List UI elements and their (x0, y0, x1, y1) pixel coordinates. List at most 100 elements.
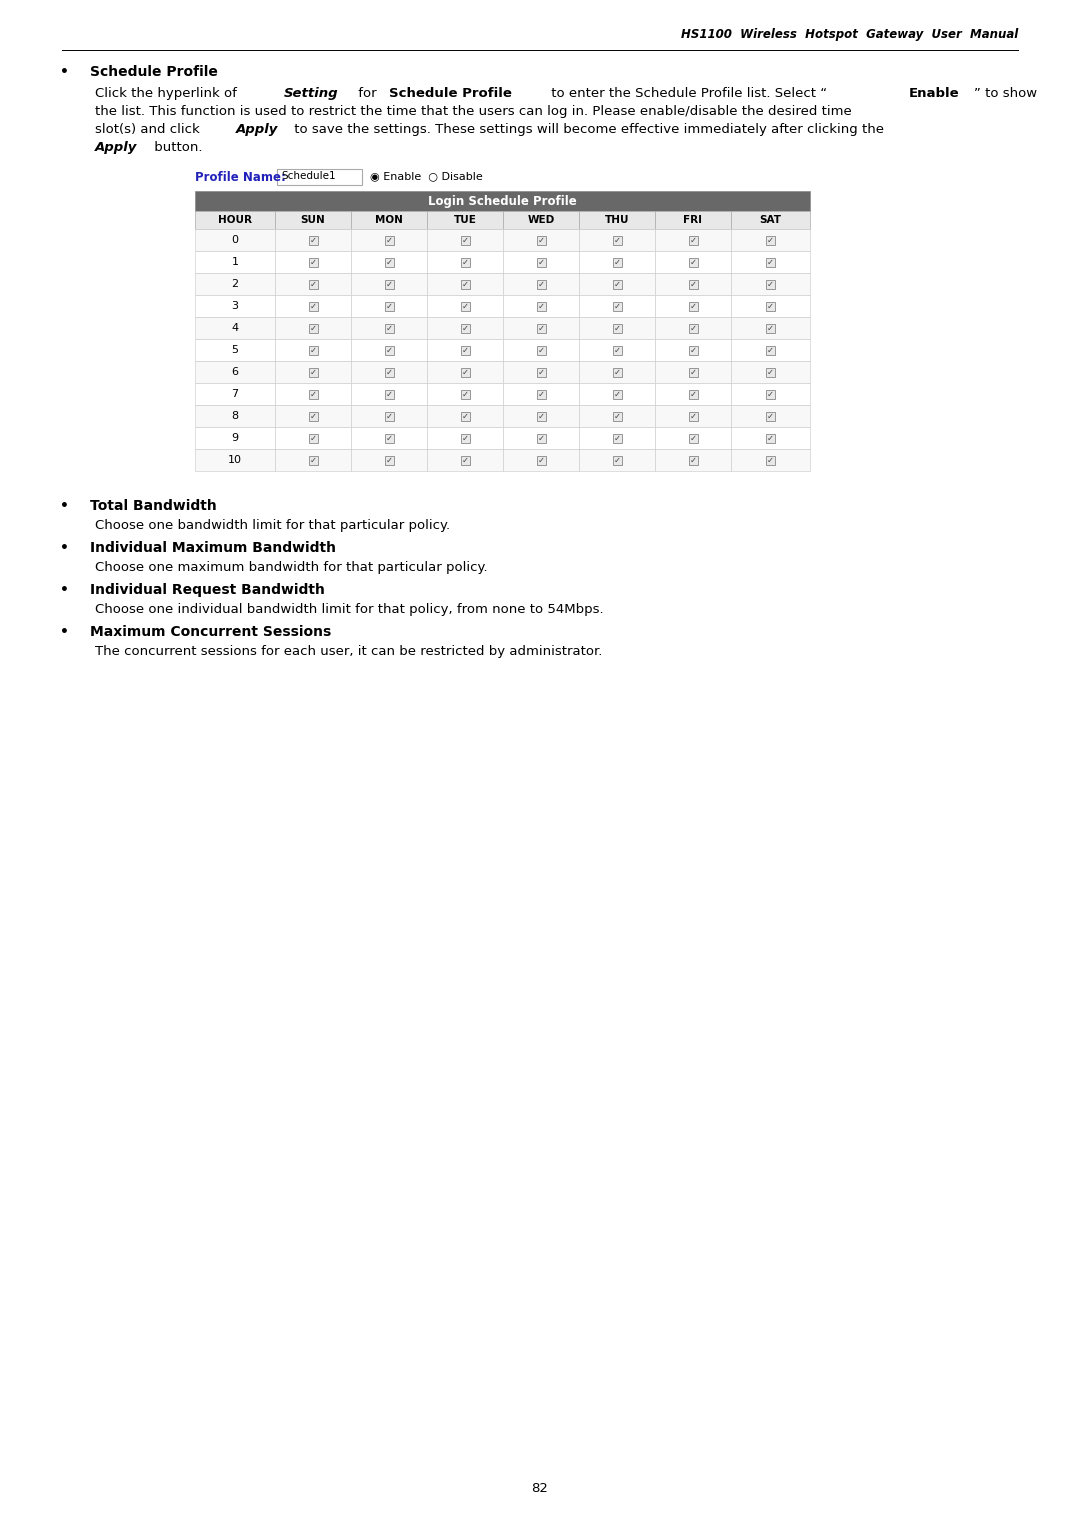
Bar (427, 405, 503, 428)
Bar (689, 411, 698, 420)
Text: Maximum Concurrent Sessions: Maximum Concurrent Sessions (90, 625, 332, 638)
Text: ✓: ✓ (538, 235, 544, 244)
Bar (384, 389, 393, 399)
Bar (612, 301, 621, 310)
Bar (503, 211, 579, 229)
Bar (275, 229, 351, 250)
Text: Schedule Profile: Schedule Profile (90, 66, 218, 79)
Text: 0: 0 (231, 235, 239, 244)
Text: 4: 4 (231, 324, 239, 333)
Text: ✓: ✓ (386, 279, 392, 289)
Bar (503, 318, 579, 339)
Text: ✓: ✓ (461, 411, 469, 420)
Bar (309, 301, 318, 310)
Bar (275, 428, 351, 449)
Bar (766, 368, 775, 377)
Text: Setting: Setting (284, 87, 338, 99)
Bar (427, 273, 503, 295)
Text: ✓: ✓ (538, 434, 544, 443)
Text: ✓: ✓ (689, 411, 697, 420)
Text: ✓: ✓ (767, 389, 774, 399)
Text: ✓: ✓ (767, 258, 774, 267)
Text: the list. This function is used to restrict the time that the users can log in. : the list. This function is used to restr… (95, 105, 852, 118)
Text: ✓: ✓ (386, 345, 392, 354)
Bar (689, 324, 698, 333)
Bar (275, 360, 351, 383)
Text: WED: WED (527, 215, 555, 224)
Text: ✓: ✓ (689, 434, 697, 443)
Bar (689, 368, 698, 377)
Text: ✓: ✓ (461, 279, 469, 289)
Bar (654, 211, 731, 229)
Text: ✓: ✓ (386, 258, 392, 267)
Bar (195, 383, 275, 405)
Bar (766, 235, 775, 244)
Bar (654, 339, 731, 360)
Text: Individual Maximum Bandwidth: Individual Maximum Bandwidth (90, 541, 336, 554)
Text: ✓: ✓ (310, 434, 316, 443)
Bar (731, 211, 810, 229)
Bar (766, 411, 775, 420)
Text: ✓: ✓ (386, 368, 392, 377)
Bar (579, 211, 654, 229)
Text: ✓: ✓ (613, 368, 621, 377)
Bar (654, 273, 731, 295)
Text: ✓: ✓ (538, 345, 544, 354)
Text: HOUR: HOUR (218, 215, 252, 224)
Bar (460, 411, 470, 420)
Bar (384, 455, 393, 464)
Bar (275, 250, 351, 273)
Bar (195, 229, 275, 250)
Bar (612, 324, 621, 333)
Bar (689, 455, 698, 464)
Bar (384, 235, 393, 244)
Text: ✓: ✓ (613, 389, 621, 399)
Text: ✓: ✓ (689, 455, 697, 464)
Text: •: • (60, 499, 69, 513)
Bar (195, 211, 275, 229)
Text: SAT: SAT (759, 215, 782, 224)
Bar (731, 383, 810, 405)
Text: ✓: ✓ (689, 324, 697, 333)
Text: •: • (60, 583, 69, 597)
Bar (766, 345, 775, 354)
Text: ✓: ✓ (689, 258, 697, 267)
Text: The concurrent sessions for each user, it can be restricted by administrator.: The concurrent sessions for each user, i… (95, 644, 603, 658)
Bar (309, 434, 318, 443)
Bar (309, 368, 318, 377)
Text: ◉ Enable  ○ Disable: ◉ Enable ○ Disable (370, 171, 483, 182)
Text: slot(s) and click: slot(s) and click (95, 124, 204, 136)
Bar (689, 235, 698, 244)
Bar (427, 211, 503, 229)
Text: ✓: ✓ (310, 389, 316, 399)
Bar (275, 295, 351, 318)
Text: ✓: ✓ (767, 345, 774, 354)
Bar (731, 318, 810, 339)
Bar (766, 301, 775, 310)
Text: ✓: ✓ (613, 279, 621, 289)
Bar (275, 383, 351, 405)
Text: ✓: ✓ (310, 324, 316, 333)
Text: ✓: ✓ (386, 235, 392, 244)
Bar (654, 449, 731, 470)
Bar (689, 434, 698, 443)
Text: 2: 2 (231, 279, 239, 289)
Bar (503, 250, 579, 273)
Text: ✓: ✓ (538, 389, 544, 399)
Bar (537, 434, 545, 443)
Text: ✓: ✓ (461, 389, 469, 399)
Bar (351, 273, 427, 295)
Text: ✓: ✓ (461, 258, 469, 267)
Text: ✓: ✓ (310, 345, 316, 354)
Bar (579, 360, 654, 383)
Text: Choose one individual bandwidth limit for that policy, from none to 54Mbps.: Choose one individual bandwidth limit fo… (95, 603, 604, 615)
Bar (195, 360, 275, 383)
Bar (460, 235, 470, 244)
Bar (579, 405, 654, 428)
Bar (275, 318, 351, 339)
Bar (276, 169, 362, 185)
Text: Apply: Apply (95, 140, 137, 154)
Bar (579, 318, 654, 339)
Bar (427, 428, 503, 449)
Text: HS1100  Wireless  Hotspot  Gateway  User  Manual: HS1100 Wireless Hotspot Gateway User Man… (680, 27, 1018, 41)
